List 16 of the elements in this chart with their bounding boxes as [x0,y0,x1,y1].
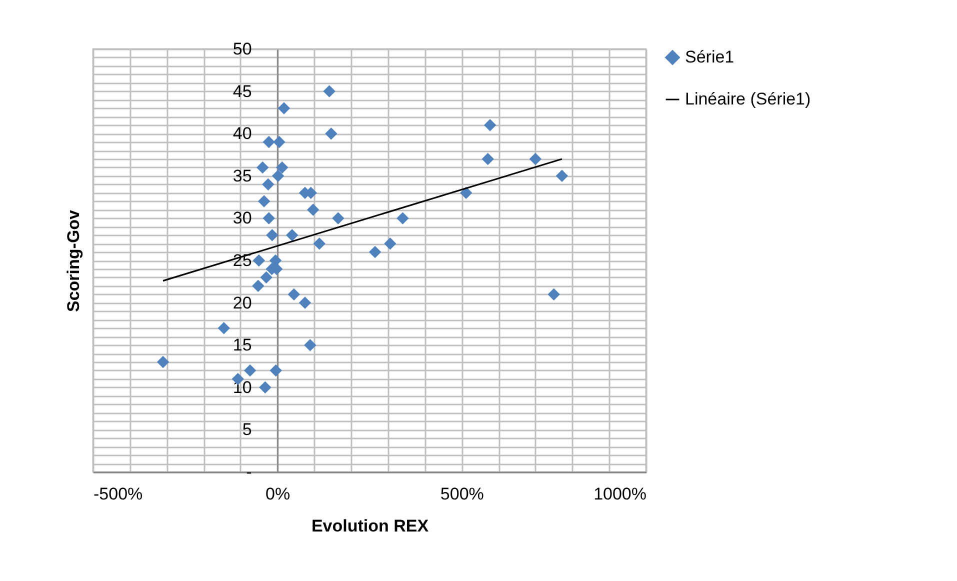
y-tick-label: 50 [232,40,252,58]
y-tick-label: 45 [232,82,252,101]
x-tick-label: 500% [440,484,484,504]
x-tick-label: 0% [266,484,290,504]
y-tick-label: 20 [232,293,252,312]
y-tick-label: 35 [232,166,252,186]
x-axis-title: Evolution REX [311,516,430,536]
x-tick-label: 1000% [594,484,646,504]
y-tick-label: 15 [232,336,252,355]
y-tick-label: 5 [242,420,252,440]
y-tick-label: 40 [232,124,252,144]
legend-label: Linéaire (Série1) [685,90,811,108]
y-tick-label: 30 [232,208,252,228]
legend-label: Série1 [685,48,734,66]
x-tick-label: -500% [94,484,143,504]
y-axis-title: Scoring-Gov [64,209,83,312]
